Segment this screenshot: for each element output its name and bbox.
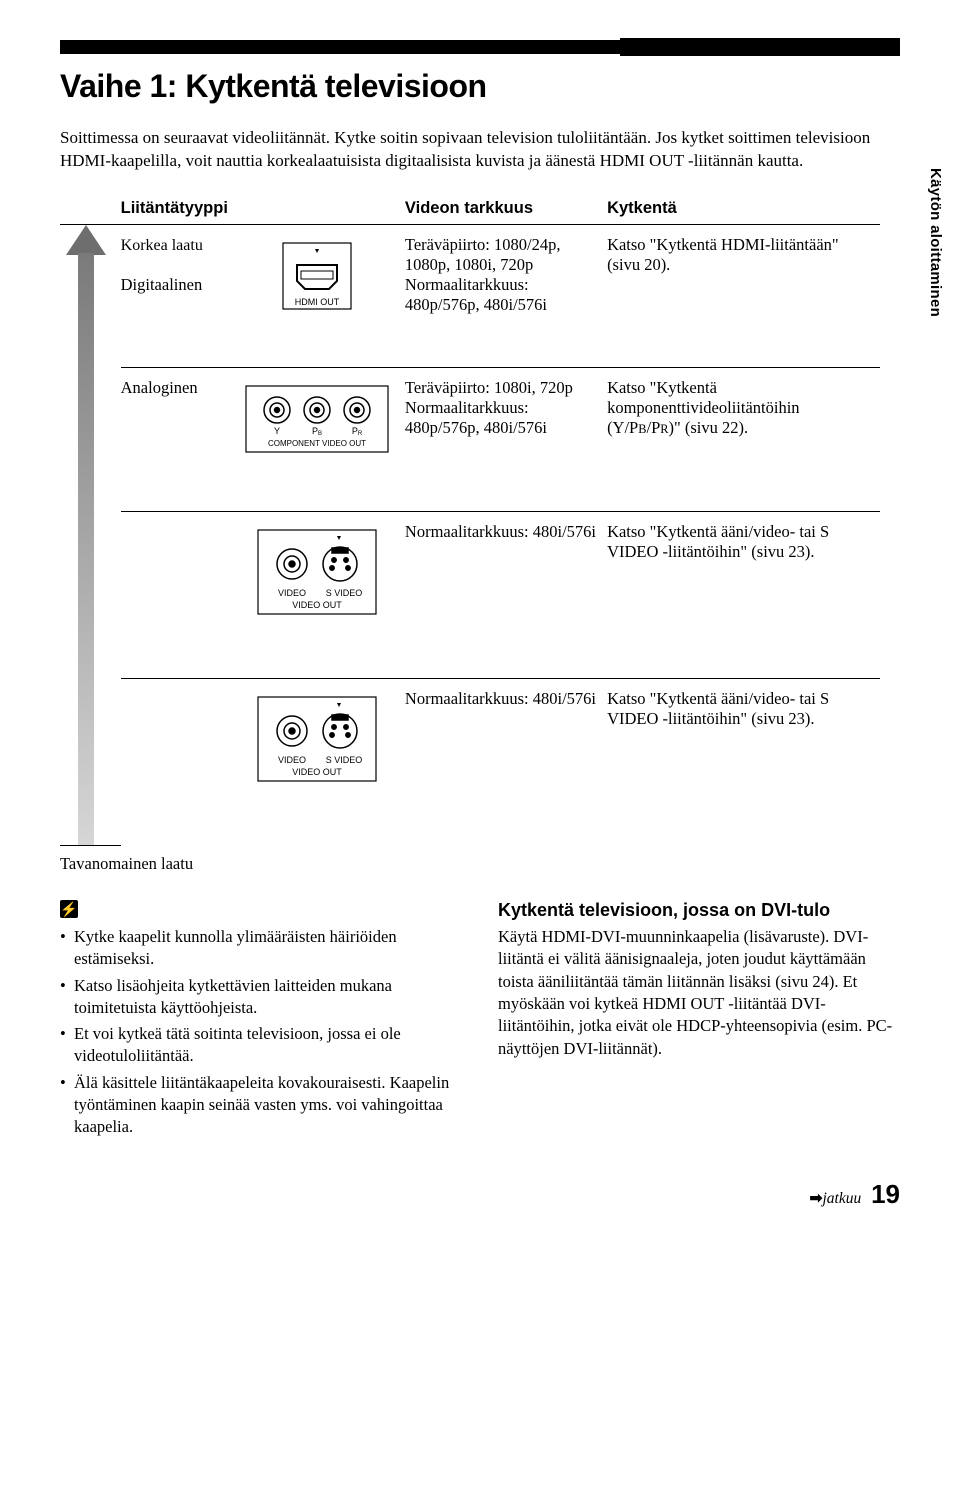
quality-gradient-arrow (66, 225, 106, 845)
hdmi-jack-icon: HDMI OUT (277, 237, 357, 315)
svg-text:VIDEO: VIDEO (278, 588, 306, 598)
th-conn: Kytkentä (607, 195, 880, 225)
link-component: Katso "Kytkentä komponenttivideoliitäntö… (607, 368, 880, 511)
intro-paragraph: Soittimessa on seuraavat videoliitännät.… (60, 127, 880, 173)
type-analog: Analoginen (121, 368, 238, 511)
bullet-1: Kytke kaapelit kunnolla ylimääräisten hä… (60, 926, 462, 971)
link-video2: Katso "Kytkentä ääni/video- tai S VIDEO … (607, 679, 880, 846)
continue-label: jatkuu (822, 1190, 861, 1207)
res-hdmi: Teräväpiirto: 1080/24p, 1080p, 1080i, 72… (405, 224, 607, 367)
svg-text:VIDEO OUT: VIDEO OUT (292, 600, 342, 610)
svg-text:Y: Y (274, 426, 280, 436)
page-title: Vaihe 1: Kytkentä televisioon (60, 68, 900, 105)
component-jack-icon: Y PB PR COMPONENT VIDEO OUT (242, 380, 392, 458)
continue-arrow-icon: ➡ (809, 1190, 822, 1207)
page-header-bar (60, 40, 900, 54)
quality-high-label: Korkea laatu (121, 237, 203, 254)
dvi-body: Käytä HDMI-DVI-muunninkaapelia (lisävaru… (498, 926, 900, 1060)
video-svideo-jack-icon: VIDEO S VIDEO VIDEO OUT (252, 524, 382, 620)
link-video1: Katso "Kytkentä ääni/video- tai S VIDEO … (607, 511, 880, 678)
th-res: Videon tarkkuus (405, 195, 607, 225)
link-hdmi: Katso "Kytkentä HDMI-liitäntään" (sivu 2… (607, 224, 880, 367)
page-footer: ➡jatkuu 19 (60, 1179, 900, 1210)
svg-text:VIDEO: VIDEO (278, 755, 306, 765)
svg-text:PB: PB (312, 426, 322, 437)
bullet-4: Älä käsittele liitäntäkaapeleita kovakou… (60, 1072, 462, 1139)
dvi-heading: Kytkentä televisioon, jossa on DVI-tulo (498, 898, 900, 922)
section-tab-label: Käytön aloittaminen (927, 168, 944, 317)
quality-low-label: Tavanomainen laatu (60, 854, 900, 874)
th-type: Liitäntätyyppi (121, 195, 238, 225)
res-component: Teräväpiirto: 1080i, 720p Normaalitarkku… (405, 368, 607, 511)
type-digital: Digitaalinen (121, 275, 203, 294)
svg-text:HDMI OUT: HDMI OUT (295, 297, 340, 307)
svg-text:VIDEO OUT: VIDEO OUT (292, 767, 342, 777)
svg-text:PR: PR (352, 426, 363, 437)
bullet-3: Et voi kytkeä tätä soitinta televisioon,… (60, 1023, 462, 1068)
svg-text:COMPONENT VIDEO OUT: COMPONENT VIDEO OUT (268, 439, 366, 448)
warning-icon: ⚡ (60, 900, 78, 918)
caution-list: Kytke kaapelit kunnolla ylimääräisten hä… (60, 926, 462, 1138)
page-number: 19 (871, 1179, 900, 1209)
video-svideo-jack-icon-2: VIDEO S VIDEO VIDEO OUT (252, 691, 382, 787)
bullet-2: Katso lisäohjeita kytkettävien laitteide… (60, 975, 462, 1020)
res-video1: Normaalitarkkuus: 480i/576i (405, 511, 607, 678)
svg-text:S VIDEO: S VIDEO (326, 755, 363, 765)
res-video2: Normaalitarkkuus: 480i/576i (405, 679, 607, 846)
svg-text:S VIDEO: S VIDEO (326, 588, 363, 598)
connection-table: Liitäntätyyppi Videon tarkkuus Kytkentä … (60, 195, 880, 846)
